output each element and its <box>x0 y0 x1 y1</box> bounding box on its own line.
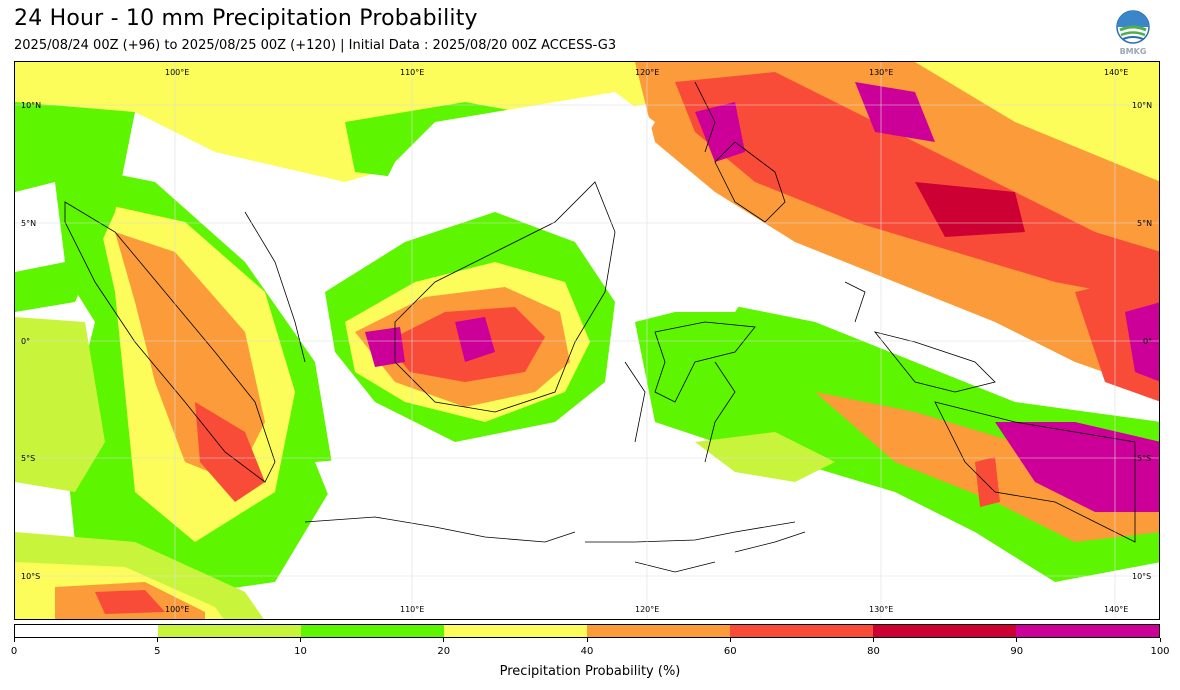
colorbar-tick-label: 40 <box>580 646 594 657</box>
low-probability-areas <box>15 92 1159 619</box>
colorbar-tick-label: 60 <box>723 646 737 657</box>
probability-zones <box>15 62 1159 619</box>
colorbar-tick-label: 90 <box>1010 646 1024 657</box>
lon-label-bottom-100e: 100°E <box>165 605 190 614</box>
colorbar-tickmark <box>1016 638 1018 642</box>
probability-field <box>15 62 1159 619</box>
lat-label-right-5s: 5°S <box>1137 454 1152 463</box>
coastlines <box>64 81 1136 573</box>
lat-label-left-5s: 5°S <box>21 454 36 463</box>
lon-label-top-110e: 110°E <box>400 68 425 77</box>
colorbar-tick-label: 5 <box>154 646 161 657</box>
lon-label-top-120e: 120°E <box>635 68 660 77</box>
colorbar-tickmark <box>729 638 731 642</box>
colorbar-segment <box>730 625 873 637</box>
colorbar-tickmark <box>586 638 588 642</box>
colorbar-segment <box>1016 625 1159 637</box>
lat-label-left-10n: 10°N <box>21 101 42 110</box>
colorbar-segment <box>301 625 444 637</box>
colorbar-tick-label: 0 <box>10 646 18 657</box>
lon-label-bottom-140e: 140°E <box>1104 605 1129 614</box>
lon-label-top-140e: 140°E <box>1104 68 1129 77</box>
lon-label-top-100e: 100°E <box>165 68 190 77</box>
colorbar-segment <box>873 625 1016 637</box>
colorbar-label: Precipitation Probability (%) <box>499 664 681 679</box>
lon-label-bottom-110e: 110°E <box>400 605 425 614</box>
colorbar-tick-label: 10 <box>294 646 307 657</box>
colorbar <box>14 624 1160 638</box>
lon-label-bottom-120e: 120°E <box>635 605 660 614</box>
colorbar-tickmark <box>873 638 874 642</box>
colorbar-tickmark <box>156 638 158 642</box>
chart-subtitle: 2025/08/24 00Z (+96) to 2025/08/25 00Z (… <box>14 38 617 53</box>
lat-label-left-0: 0° <box>21 337 31 346</box>
lat-label-right-5n: 5°N <box>1137 219 1153 228</box>
lat-label-right-10s: 10°S <box>1132 572 1152 581</box>
colorbar-tick-label: 20 <box>437 646 451 657</box>
colorbar-tickmark <box>443 638 445 642</box>
lat-label-right-0: 0° <box>1143 337 1153 346</box>
bmkg-logo: BMKG <box>1114 10 1152 56</box>
lat-label-right-10n: 10°N <box>1132 101 1153 110</box>
colorbar-segment <box>15 625 158 637</box>
colorbar-tick-label: 80 <box>867 646 880 657</box>
graticule <box>15 62 1159 619</box>
lon-label-top-130e: 130°E <box>869 68 894 77</box>
colorbar-tickmark <box>13 638 15 642</box>
colorbar-tickmark <box>1159 638 1161 642</box>
svg-text:BMKG: BMKG <box>1120 47 1147 56</box>
lon-label-bottom-130e: 130°E <box>869 605 894 614</box>
colorbar-segment <box>444 625 587 637</box>
colorbar-tick-label: 100 <box>1150 646 1170 657</box>
precipitation-map: 100°E 110°E 120°E 130°E 140°E 100°E 110°… <box>14 61 1160 620</box>
chart-title: 24 Hour - 10 mm Precipitation Probabilit… <box>14 6 478 31</box>
lat-label-left-10s: 10°S <box>21 572 41 581</box>
colorbar-tickmark <box>300 638 301 642</box>
lat-label-left-5n: 5°N <box>21 219 37 228</box>
colorbar-segment <box>587 625 730 637</box>
colorbar-segment <box>158 625 301 637</box>
